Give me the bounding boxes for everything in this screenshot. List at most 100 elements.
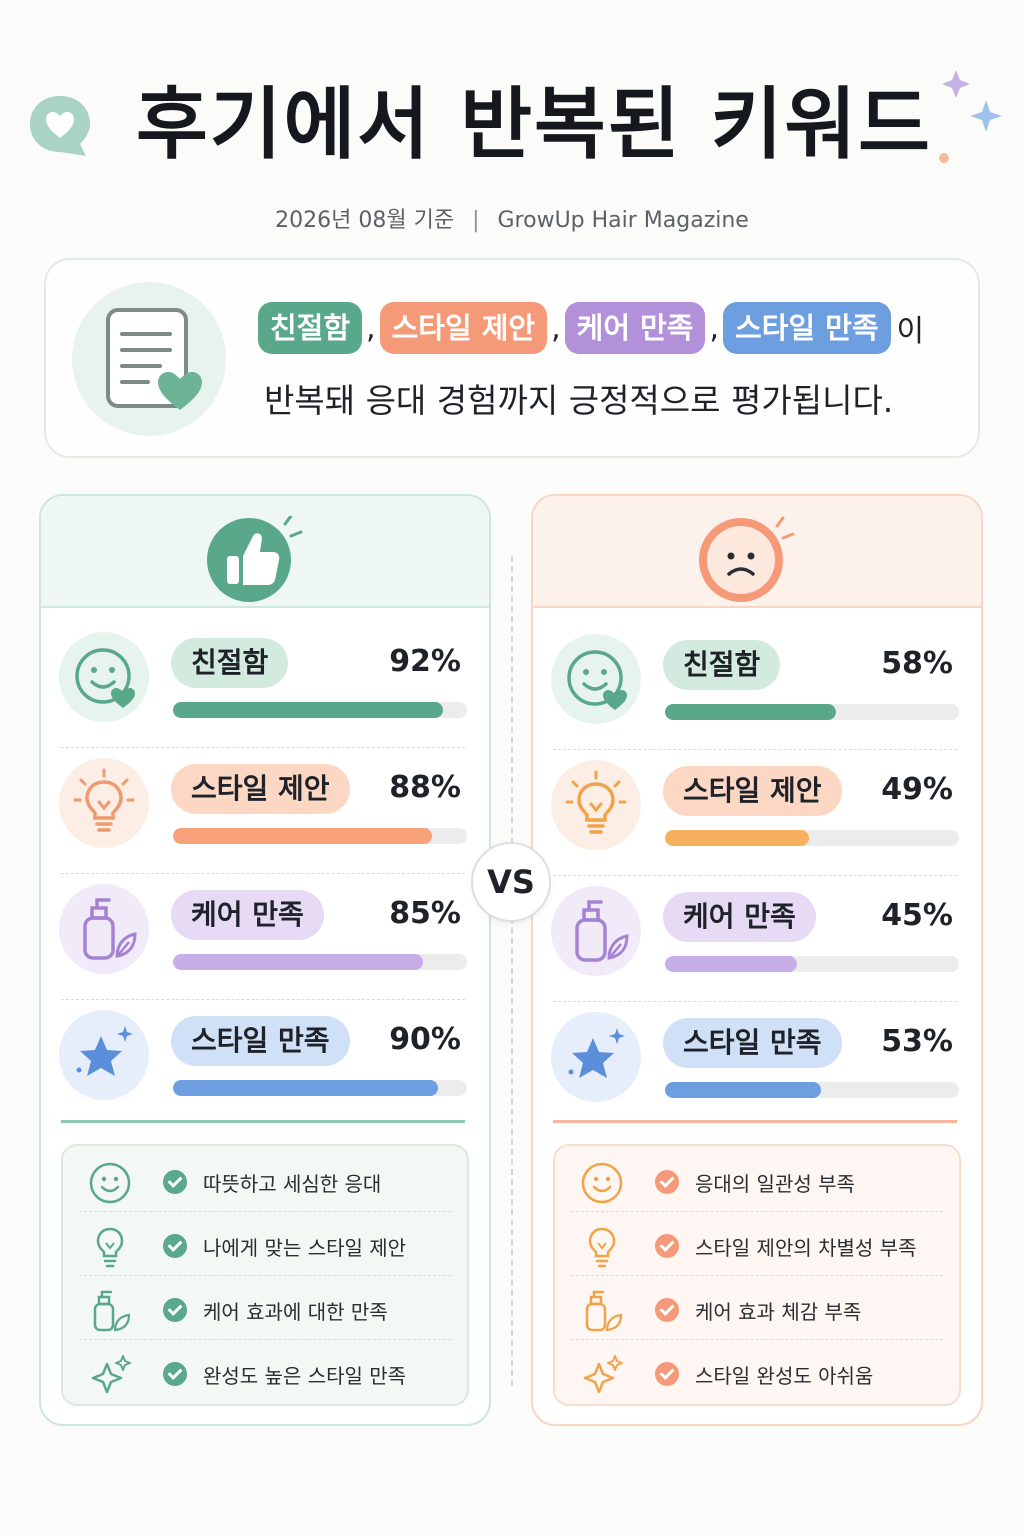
- progress-fill: [173, 828, 432, 844]
- negative-checklist: 응대의 일관성 부족 스타일 제안의 차별성 부족 케어 효과 체감 부족 스타…: [553, 1144, 961, 1406]
- keyword-chip-kindness: 친절함: [258, 302, 363, 354]
- list-divider: [571, 1339, 943, 1340]
- smile-icon: [89, 1162, 131, 1204]
- keyword-chip-style-satisfaction: 스타일 만족: [723, 302, 891, 354]
- checklist-text: 스타일 완성도 아쉬움: [695, 1364, 874, 1388]
- positive-checklist: 따뜻하고 세심한 응대 나에게 맞는 스타일 제안 케어 효과에 대한 만족 완…: [61, 1144, 469, 1406]
- section-divider: [553, 1120, 957, 1123]
- metric-row: 케어 만족 85%: [41, 874, 489, 1000]
- star-icon: [59, 1010, 149, 1100]
- bottle-leaf-icon: [59, 884, 149, 974]
- checklist-item: 완성도 높은 스타일 만족: [63, 1340, 467, 1404]
- summary-line1: 친절함, 스타일 제안, 케어 만족, 스타일 만족 이: [258, 300, 924, 356]
- checklist-item: 스타일 완성도 아쉬움: [555, 1340, 959, 1404]
- smile-heart-icon: [59, 632, 149, 722]
- negative-panel-header: [533, 496, 981, 608]
- progress-fill: [665, 956, 798, 972]
- metric-percent: 53%: [881, 1024, 953, 1059]
- sparkle-icon: [583, 1355, 623, 1394]
- list-divider: [79, 1339, 451, 1340]
- metric-label: 친절함: [171, 638, 289, 688]
- progress-fill: [665, 830, 810, 846]
- metric-label: 친절함: [663, 640, 781, 690]
- metric-percent: 58%: [881, 646, 953, 681]
- checklist-item: 케어 효과에 대한 만족: [63, 1276, 467, 1340]
- header: 후기에서 반복된 키워드: [0, 70, 1024, 180]
- chat-heart-icon: [30, 96, 90, 156]
- separator: |: [472, 208, 480, 233]
- metric-label: 스타일 만족: [663, 1018, 842, 1068]
- list-divider: [571, 1275, 943, 1276]
- progress-fill: [173, 954, 423, 970]
- metric-row: 친절함 92%: [41, 622, 489, 748]
- metric-percent: 90%: [389, 1022, 461, 1057]
- metric-row: 스타일 제안 49%: [533, 750, 981, 876]
- checklist-text: 응대의 일관성 부족: [695, 1172, 855, 1196]
- metric-row: 스타일 제안 88%: [41, 748, 489, 874]
- bottle-leaf-icon: [551, 886, 641, 976]
- document-heart-icon: [72, 282, 226, 436]
- progress-track: [665, 956, 959, 972]
- metric-percent: 88%: [389, 770, 461, 805]
- section-divider: [61, 1120, 465, 1123]
- list-divider: [571, 1211, 943, 1212]
- row-divider: [61, 999, 465, 1000]
- lightbulb-icon: [551, 760, 641, 850]
- checklist-item: 케어 효과 체감 부족: [555, 1276, 959, 1340]
- metric-percent: 45%: [881, 898, 953, 933]
- sparkle-icon: [91, 1355, 131, 1394]
- check-icon: [163, 1298, 187, 1322]
- lightbulb-icon: [59, 758, 149, 848]
- progress-track: [173, 1080, 467, 1096]
- comma: ,: [366, 310, 376, 346]
- metric-label: 케어 만족: [663, 892, 816, 942]
- metric-label: 스타일 제안: [663, 766, 842, 816]
- positive-panel-header: [41, 496, 489, 608]
- row-divider: [553, 1001, 957, 1002]
- checklist-text: 완성도 높은 스타일 만족: [203, 1364, 407, 1388]
- checklist-text: 따뜻하고 세심한 응대: [203, 1172, 382, 1196]
- check-icon: [655, 1298, 679, 1322]
- metric-row: 스타일 만족 90%: [41, 1000, 489, 1126]
- metric-percent: 49%: [881, 772, 953, 807]
- progress-fill: [665, 704, 836, 720]
- star-icon: [551, 1012, 641, 1102]
- row-divider: [553, 875, 957, 876]
- metric-row: 친절함 58%: [533, 624, 981, 750]
- list-divider: [79, 1275, 451, 1276]
- summary-card: 친절함, 스타일 제안, 케어 만족, 스타일 만족 이 반복돼 응대 경험까지 긍정적…: [44, 258, 980, 458]
- smile-heart-icon: [551, 634, 641, 724]
- check-icon: [163, 1234, 187, 1258]
- checklist-text: 케어 효과에 대한 만족: [203, 1300, 388, 1324]
- metric-row: 스타일 만족 53%: [533, 1002, 981, 1128]
- progress-track: [665, 704, 959, 720]
- date-text: 2026년 08월 기준: [275, 208, 455, 233]
- progress-fill: [173, 1080, 438, 1096]
- check-icon: [163, 1362, 187, 1386]
- row-divider: [61, 873, 465, 874]
- lightbulb-icon: [96, 1227, 124, 1268]
- vs-divider-line: [511, 556, 513, 1386]
- progress-fill: [173, 702, 444, 718]
- keyword-chip-care-satisfaction: 케어 만족: [564, 302, 706, 354]
- keyword-chip-style-suggestion: 스타일 제안: [379, 302, 548, 354]
- progress-track: [173, 954, 467, 970]
- smile-icon: [581, 1162, 623, 1204]
- negative-panel: 친절함 58% 스타일 제안 49% 케어 만족 45% 스타일 만족 53%: [531, 494, 983, 1426]
- row-divider: [553, 749, 957, 750]
- check-icon: [655, 1170, 679, 1194]
- subtitle: 2026년 08월 기준 | GrowUp Hair Magazine: [0, 202, 1024, 234]
- checklist-item: 따뜻하고 세심한 응대: [63, 1148, 467, 1212]
- checklist-item: 스타일 제안의 차별성 부족: [555, 1212, 959, 1276]
- summary-suffix: 이: [896, 314, 925, 349]
- check-icon: [163, 1170, 187, 1194]
- metric-label: 케어 만족: [171, 890, 324, 940]
- comma: ,: [709, 310, 720, 346]
- lightbulb-icon: [588, 1227, 616, 1268]
- checklist-item: 나에게 맞는 스타일 제안: [63, 1212, 467, 1276]
- positive-panel: 친절함 92% 스타일 제안 88% 케어 만족 85% 스타일 만족 90%: [39, 494, 491, 1426]
- comma: ,: [551, 310, 561, 346]
- page-title: 후기에서 반복된 키워드: [136, 80, 932, 170]
- checklist-text: 나에게 맞는 스타일 제안: [203, 1236, 407, 1260]
- checklist-item: 응대의 일관성 부족: [555, 1148, 959, 1212]
